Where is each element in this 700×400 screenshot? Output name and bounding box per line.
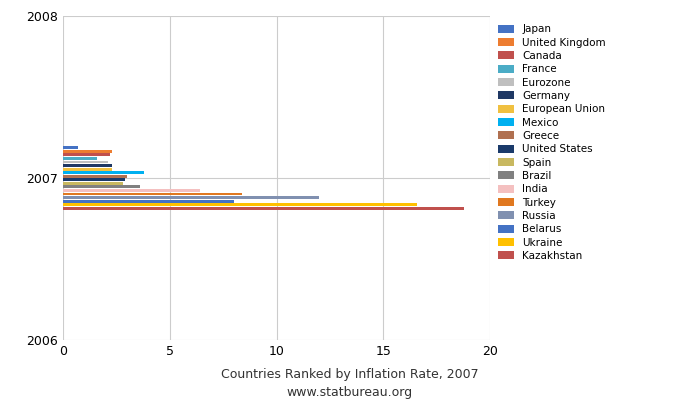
Bar xyxy=(63,186,140,188)
Bar xyxy=(63,203,417,206)
Bar xyxy=(63,200,234,203)
Bar xyxy=(63,164,112,167)
Bar xyxy=(63,168,112,170)
Bar xyxy=(63,196,319,199)
Bar xyxy=(63,146,78,149)
Bar xyxy=(63,189,199,192)
Text: www.statbureau.org: www.statbureau.org xyxy=(287,386,413,399)
Legend: Japan, United Kingdom, Canada, France, Eurozone, Germany, European Union, Mexico: Japan, United Kingdom, Canada, France, E… xyxy=(495,21,609,264)
Bar xyxy=(63,182,122,185)
Bar xyxy=(63,207,464,210)
Bar xyxy=(63,171,144,174)
Bar xyxy=(63,157,97,160)
Bar xyxy=(63,153,110,156)
Text: Countries Ranked by Inflation Rate, 2007: Countries Ranked by Inflation Rate, 2007 xyxy=(221,368,479,381)
Bar xyxy=(63,160,108,164)
Bar xyxy=(63,178,125,181)
Bar xyxy=(63,175,127,178)
Bar xyxy=(63,150,112,153)
Bar xyxy=(63,192,242,196)
